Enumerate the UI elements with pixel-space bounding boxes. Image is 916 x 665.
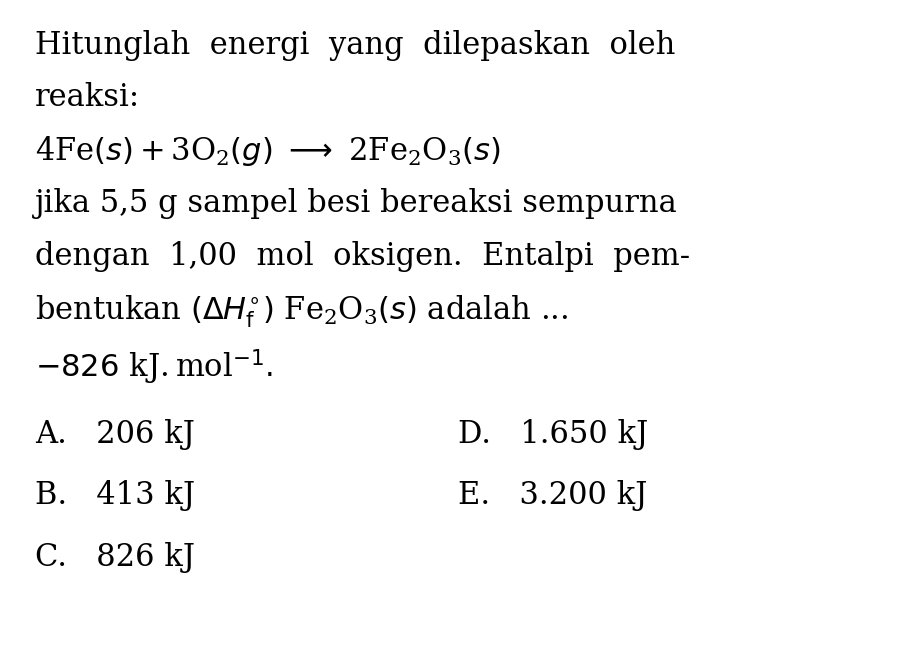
Text: bentukan $(\Delta \mathit{H}_{\mathrm{f}}^{\circ})\ \mathregular{Fe_2O_3}(\mathi: bentukan $(\Delta \mathit{H}_{\mathrm{f}… [35,294,568,331]
Text: Hitunglah  energi  yang  dilepaskan  oleh: Hitunglah energi yang dilepaskan oleh [35,30,675,61]
Text: E.   3.200 kJ: E. 3.200 kJ [458,480,648,511]
Text: jika 5,5 g sampel besi bereaksi sempurna: jika 5,5 g sampel besi bereaksi sempurna [35,188,678,219]
Text: D.   1.650 kJ: D. 1.650 kJ [458,419,649,450]
Text: $-826\ \mathregular{kJ.mol}^{-1}.$: $-826\ \mathregular{kJ.mol}^{-1}.$ [35,347,273,386]
Text: B.   413 kJ: B. 413 kJ [35,480,195,511]
Text: A.   206 kJ: A. 206 kJ [35,419,195,450]
Text: C.   826 kJ: C. 826 kJ [35,542,195,573]
Text: $\mathregular{4Fe}(\mathit{s}) + \mathregular{3O_2}(\mathit{g})\ \longrightarrow: $\mathregular{4Fe}(\mathit{s}) + \mathre… [35,134,500,168]
Text: dengan  1,00  mol  oksigen.  Entalpi  pem-: dengan 1,00 mol oksigen. Entalpi pem- [35,241,690,272]
Text: reaksi:: reaksi: [35,82,140,113]
